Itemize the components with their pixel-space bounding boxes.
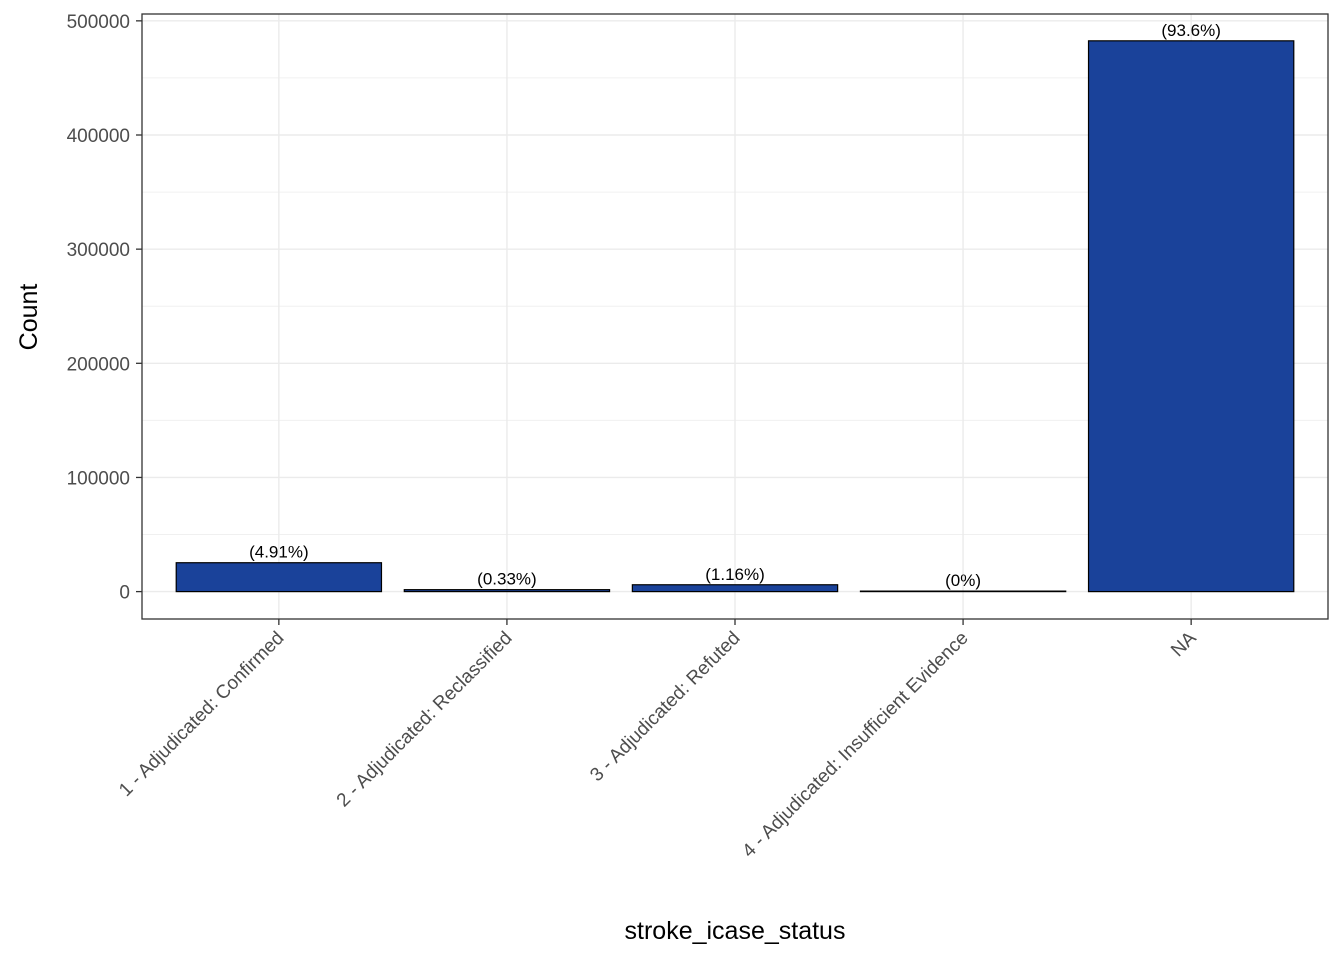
y-tick-label: 0 bbox=[119, 583, 130, 604]
x-tick-label: 4 - Adjudicated: Insufficient Evidence bbox=[738, 628, 972, 862]
y-tick-label: 500000 bbox=[67, 12, 130, 33]
y-tick-label: 100000 bbox=[67, 468, 130, 489]
y-tick-label: 400000 bbox=[67, 126, 130, 147]
bars bbox=[175, 40, 1295, 593]
bar bbox=[631, 584, 839, 593]
y-axis-title: Count bbox=[15, 284, 43, 351]
bar-data-label: (4.91%) bbox=[249, 543, 309, 562]
y-tick-label: 300000 bbox=[67, 240, 130, 261]
bar bbox=[1087, 40, 1295, 593]
y-tick-label: 200000 bbox=[67, 354, 130, 375]
bar bbox=[859, 590, 1067, 593]
bar-data-label: (0%) bbox=[945, 571, 981, 590]
bar bbox=[403, 589, 611, 593]
x-axis: 1 - Adjudicated: Confirmed 2 - Adjudicate… bbox=[115, 619, 1201, 862]
x-tick-label: 3 - Adjudicated: Refuted bbox=[586, 628, 744, 786]
bar-data-label: (1.16%) bbox=[705, 565, 765, 584]
bar-data-label: (93.6%) bbox=[1161, 21, 1221, 40]
bar-data-labels: (4.91%) (0.33%) (1.16%) (0%) (93.6%) bbox=[249, 21, 1221, 590]
x-tick-label: 1 - Adjudicated: Confirmed bbox=[115, 628, 288, 801]
x-axis-title: stroke_icase_status bbox=[625, 917, 846, 945]
x-tick-label: 2 - Adjudicated: Reclassified bbox=[333, 628, 517, 812]
x-tick-label: NA bbox=[1167, 627, 1201, 661]
bar-data-label: (0.33%) bbox=[477, 570, 537, 589]
bar bbox=[175, 562, 383, 593]
y-axis: 0 100000 200000 300000 400000 500000 bbox=[67, 12, 142, 604]
